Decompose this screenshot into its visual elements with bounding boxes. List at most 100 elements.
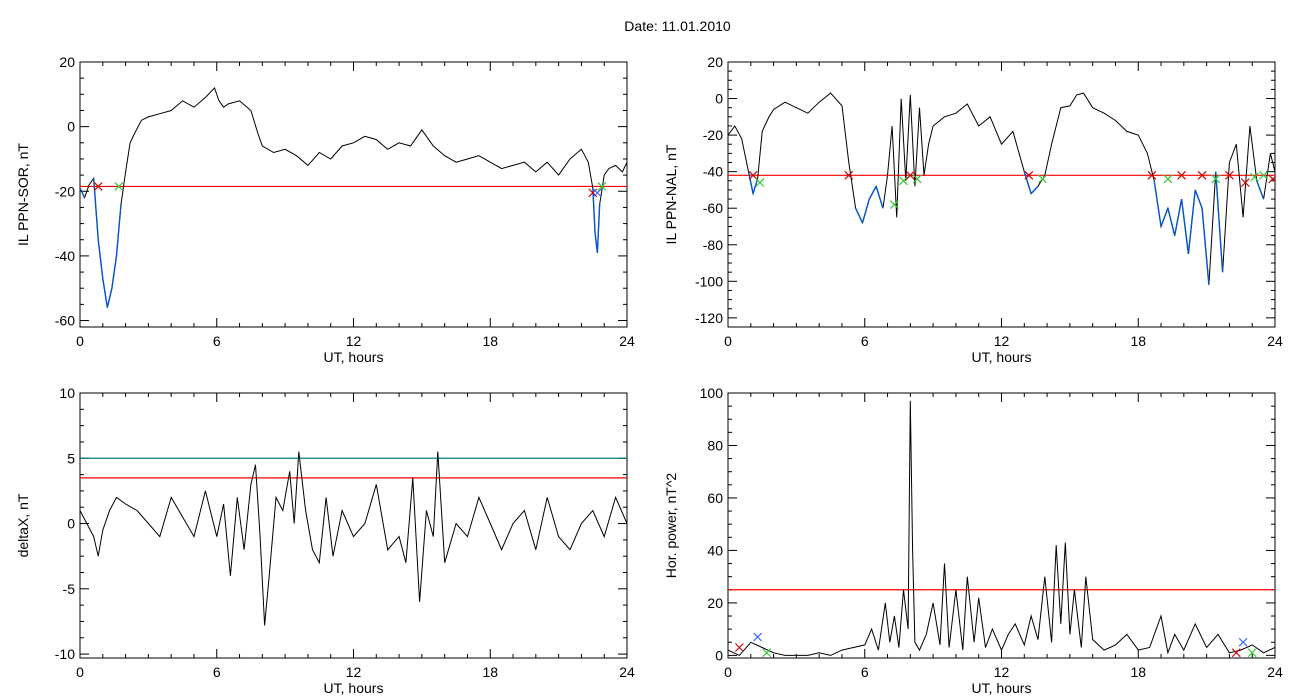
plot-frame xyxy=(79,61,628,328)
x-tick-label: 6 xyxy=(213,664,221,680)
cross-marker xyxy=(1240,178,1250,188)
y-axis-label: Hor. power, nT^2 xyxy=(663,473,679,579)
below-threshold-segment xyxy=(592,188,596,234)
below-threshold-segment xyxy=(111,255,118,289)
y-tick-label: 0 xyxy=(67,516,75,532)
below-threshold-segment xyxy=(1153,180,1162,227)
y-tick-label: -100 xyxy=(695,273,723,289)
cross-marker xyxy=(1197,170,1207,180)
plot-frame xyxy=(727,61,1276,328)
cross-marker xyxy=(899,176,908,186)
data-series-line xyxy=(80,86,627,308)
below-threshold-segment xyxy=(1160,207,1169,227)
below-threshold-segment xyxy=(875,186,884,209)
cross-marker-stroke xyxy=(1231,648,1241,658)
x-tick-label: 24 xyxy=(1267,664,1283,680)
cross-marker xyxy=(1238,637,1248,647)
data-series-line xyxy=(80,451,627,626)
chart-panel-3: 0 6 12 18 24 -10 -5 0 5 10 UT, hours deltaX, nT xyxy=(15,385,635,696)
y-tick-label: 100 xyxy=(700,385,724,401)
y-tick-label: 0 xyxy=(67,119,75,135)
cross-marker xyxy=(734,643,744,652)
below-threshold-segment xyxy=(115,204,122,256)
below-threshold-segment xyxy=(868,185,877,200)
below-threshold-segment xyxy=(102,278,109,308)
x-tick-label: 0 xyxy=(724,664,732,680)
chart-panel-4: 0 6 12 18 24 0 20 40 60 80 100 UT, hours Hor. power,… xyxy=(663,385,1283,696)
below-threshold-segment xyxy=(596,204,601,253)
cross-marker xyxy=(755,178,765,188)
plot-content xyxy=(80,86,627,308)
x-tick-label: 6 xyxy=(861,333,869,349)
x-tick-label: 6 xyxy=(213,333,221,349)
below-threshold-segment xyxy=(92,178,99,240)
cross-marker-stroke xyxy=(597,181,607,191)
below-threshold-segment xyxy=(106,288,113,308)
x-tick-label: 24 xyxy=(619,664,635,680)
data-series-line xyxy=(728,400,1275,657)
cross-marker-stroke xyxy=(753,632,763,642)
x-tick-label: 24 xyxy=(1267,333,1283,349)
cross-marker-stroke xyxy=(1247,648,1257,658)
cross-marker-stroke xyxy=(1238,637,1248,647)
cross-marker-stroke xyxy=(1268,175,1275,184)
data-series-line xyxy=(728,92,1275,286)
cross-marker xyxy=(753,632,763,642)
y-tick-label: 40 xyxy=(707,542,723,558)
x-tick-label: 18 xyxy=(482,664,498,680)
cross-marker-stroke xyxy=(114,181,124,191)
cross-marker xyxy=(1211,174,1221,184)
cross-marker-stroke xyxy=(1163,174,1173,184)
plot-content xyxy=(80,451,627,626)
y-tick-label: -40 xyxy=(55,248,75,264)
cross-marker-stroke xyxy=(1147,170,1157,180)
x-axis-label: UT, hours xyxy=(324,349,384,365)
cross-marker xyxy=(1259,170,1269,180)
cross-marker-stroke xyxy=(1177,170,1186,180)
y-tick-label: -60 xyxy=(703,200,723,216)
y-tick-label: 20 xyxy=(707,54,723,70)
below-threshold-segment xyxy=(1180,198,1190,254)
cross-marker-stroke xyxy=(592,188,602,198)
below-threshold-segment xyxy=(747,171,754,194)
cross-marker-stroke xyxy=(905,170,915,180)
cross-marker xyxy=(1247,648,1257,658)
cross-marker xyxy=(1024,170,1034,180)
y-tick-label: 20 xyxy=(707,595,723,611)
cross-marker xyxy=(912,174,922,184)
cross-marker xyxy=(1231,648,1241,658)
x-tick-label: 18 xyxy=(1130,333,1146,349)
y-tick-label: 5 xyxy=(67,450,75,466)
figure-title: Date: 11.01.2010 xyxy=(624,18,731,34)
x-axis-label: UT, hours xyxy=(972,680,1032,696)
below-threshold-segment xyxy=(1256,180,1265,200)
cross-marker-stroke xyxy=(844,170,854,180)
cross-marker xyxy=(114,181,124,191)
x-tick-label: 0 xyxy=(76,664,84,680)
x-tick-label: 12 xyxy=(994,333,1010,349)
cross-marker-stroke xyxy=(1250,172,1259,182)
y-tick-label: -20 xyxy=(55,183,75,199)
y-tick-label: -60 xyxy=(55,313,75,329)
y-tick-label: -10 xyxy=(55,646,75,662)
y-tick-label: 0 xyxy=(715,91,723,107)
plot-content xyxy=(728,92,1275,286)
x-tick-label: 12 xyxy=(994,664,1010,680)
below-threshold-segment xyxy=(1215,171,1224,273)
cross-marker-stroke xyxy=(734,643,744,652)
x-axis-label: UT, hours xyxy=(324,680,384,696)
x-tick-label: 12 xyxy=(346,664,362,680)
cross-marker-stroke xyxy=(1038,174,1047,184)
cross-marker xyxy=(1224,170,1234,180)
below-threshold-segment xyxy=(80,187,86,199)
cross-marker xyxy=(889,200,899,209)
cross-marker-stroke xyxy=(1259,170,1269,180)
y-tick-label: -80 xyxy=(703,237,723,253)
below-threshold-segment xyxy=(752,178,759,194)
x-tick-label: 0 xyxy=(724,333,732,349)
x-tick-label: 24 xyxy=(619,333,635,349)
cross-marker-stroke xyxy=(1024,170,1034,180)
x-tick-label: 6 xyxy=(861,664,869,680)
cross-marker xyxy=(748,170,758,180)
